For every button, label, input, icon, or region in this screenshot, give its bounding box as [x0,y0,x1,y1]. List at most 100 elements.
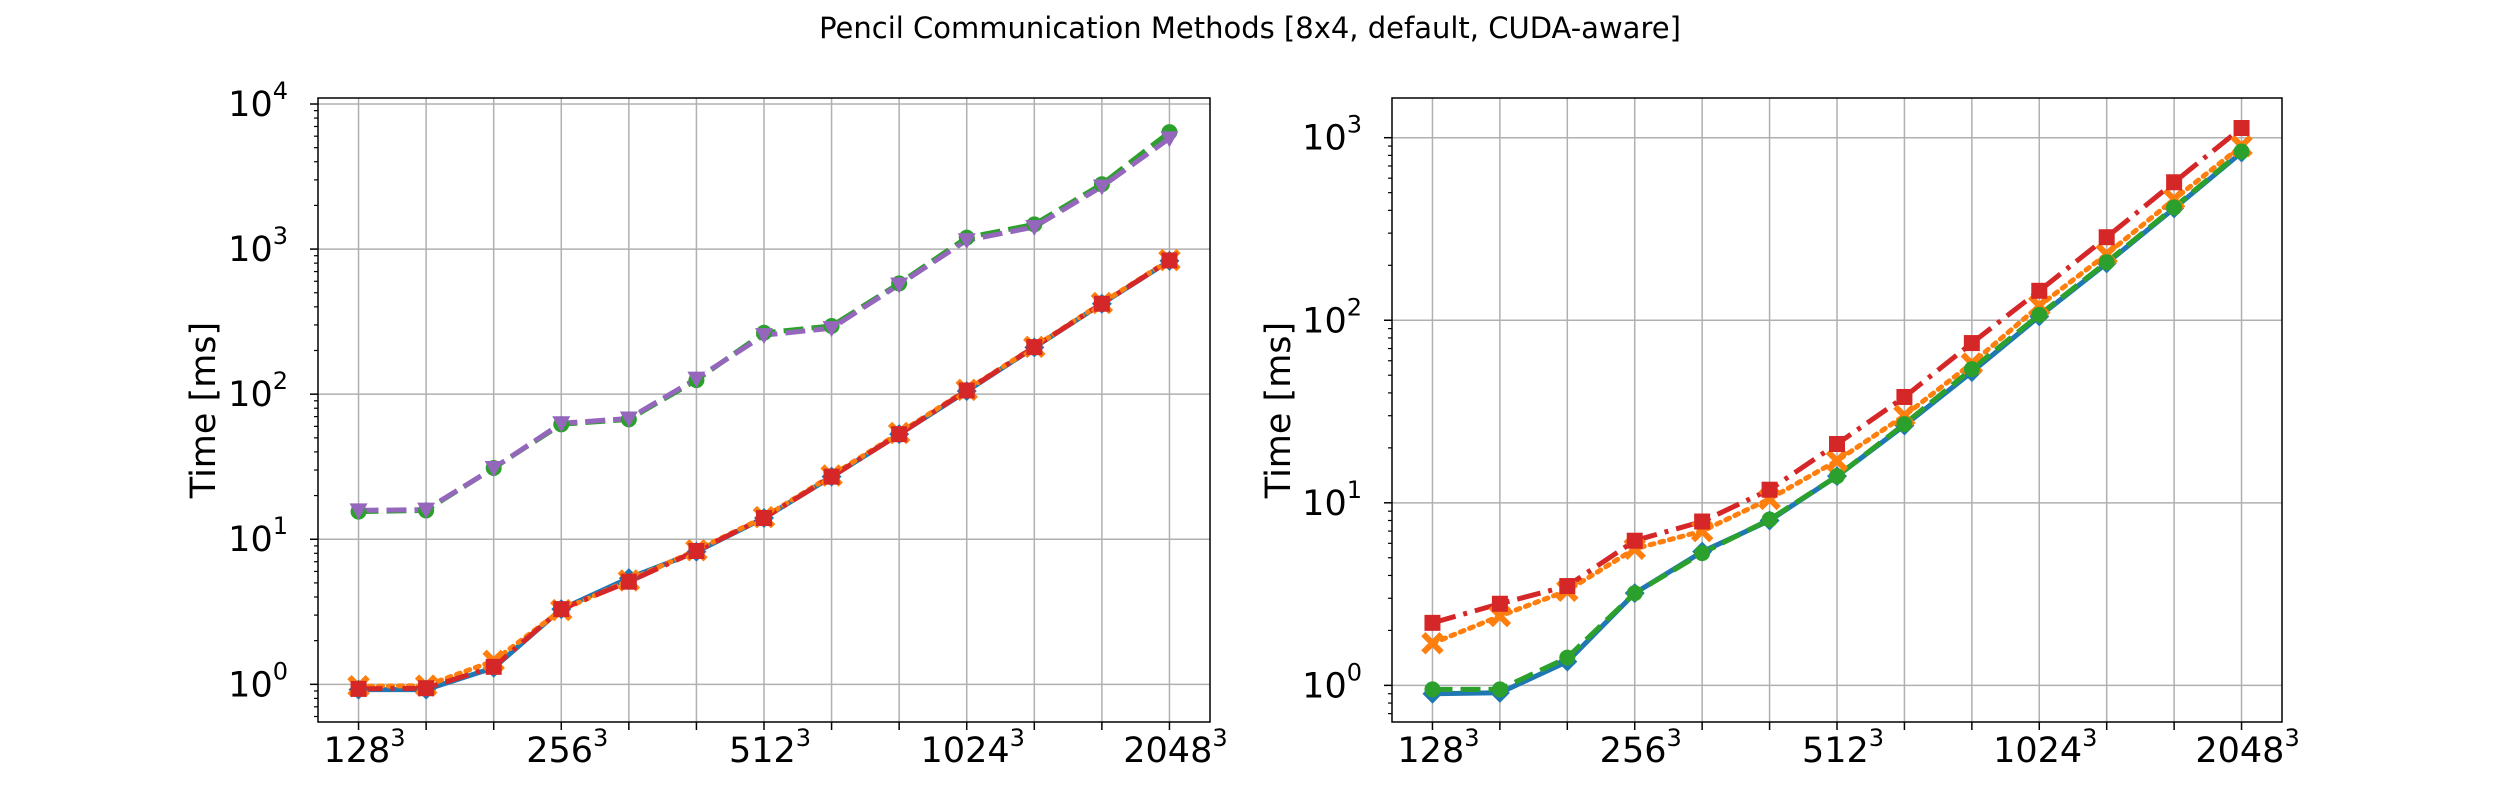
series-4-point [553,601,570,618]
y-tick-label: 103 [1302,111,1362,159]
x-tick-label: 2563 [1600,724,1682,771]
series-4-point [350,680,367,697]
left-chart-y-axis-label: Time [ms] [184,322,224,499]
series-5-point [417,502,436,519]
series-5-point [822,321,841,338]
x-tick-exponent: 3 [2284,724,2299,752]
x-tick-label: 5123 [1802,724,1884,771]
series-4-point [823,468,840,485]
x-tick-label: 5123 [729,724,811,771]
x-tick-label: 1283 [1397,724,1479,771]
series-4-point [2098,229,2115,246]
series-4-point [1161,252,1178,269]
x-tick-label: 1283 [323,724,405,771]
series-3-point [1829,468,1845,485]
series-3-point [1626,585,1643,602]
series-5-point [619,411,638,428]
x-tick-label: 10243 [1993,724,2097,771]
series-4-point [1626,532,1643,549]
y-tick-label: 100 [228,657,288,705]
right-chart-x-ticks: 1283 2563 5123 10243 20483 [1397,722,2300,771]
series-4-point [688,542,705,559]
series-4-point [1093,295,1110,312]
y-tick-label: 100 [1302,658,1362,706]
series-4-point [1559,578,1576,595]
figure-title: Pencil Communication Methods [8x4, defau… [819,11,1681,45]
right-chart-y-axis-label: Time [ms] [1259,322,1299,499]
series-3-point [1896,416,1913,433]
x-tick-label: 20483 [2195,724,2299,771]
y-tick-label: 101 [228,512,288,560]
series-5-point [349,503,368,520]
y-tick-exponent: 2 [273,367,288,395]
y-tick-exponent: 3 [273,222,288,250]
series-4-point [1829,435,1845,452]
y-tick-label: 103 [228,222,288,270]
series-3-point [2031,306,2048,323]
y-tick-exponent: 4 [273,77,288,105]
series-5-point [484,460,503,477]
series-3-point [2098,254,2115,271]
series-4-point [1424,614,1441,631]
series-5-point [1160,131,1179,148]
left-chart-series [347,124,1181,700]
series-4-point [418,680,435,697]
series-4-point [1694,513,1711,530]
series-4-point [2031,282,2048,299]
x-tick-exponent: 3 [1212,724,1227,752]
y-tick-label: 104 [228,77,288,125]
x-tick-label: 10243 [921,724,1025,771]
y-tick-exponent: 2 [1347,293,1362,321]
series-5-point [957,233,976,250]
series-4-point [1026,339,1043,356]
series-3-point [1424,681,1441,698]
series-5-point [1025,219,1044,236]
series-3-point [1559,649,1576,666]
y-tick-exponent: 1 [1347,476,1362,504]
x-tick-exponent: 3 [593,724,608,752]
right-chart-series [1421,120,2253,704]
x-tick-exponent: 3 [796,724,811,752]
x-tick-exponent: 3 [1464,724,1479,752]
x-tick-exponent: 3 [2082,724,2097,752]
right-chart-plot-frame [1391,97,2283,723]
y-tick-exponent: 1 [273,512,288,540]
series-4-point [891,426,908,443]
series-3-point [1694,545,1711,562]
series-3-point [1491,681,1508,698]
x-tick-label: 20483 [1123,724,1227,771]
y-tick-exponent: 3 [1347,111,1362,139]
series-4-point [620,573,637,590]
series-3-point [1963,361,1980,378]
series-2-point [1825,449,1849,472]
y-tick-exponent: 0 [273,657,288,685]
right-chart-gridlines [1392,98,2282,722]
series-5-point [687,371,706,388]
series-4-point [1963,335,1980,352]
x-tick-exponent: 3 [1869,724,1884,752]
series-4-point [1896,388,1913,405]
x-tick-exponent: 3 [1666,724,1681,752]
left-chart-x-ticks: 1283 2563 5123 10243 20483 [323,722,1228,771]
series-4-point [958,382,975,399]
x-tick-label: 2563 [526,724,608,771]
series-5-point [552,416,571,433]
series-4-point [2233,120,2250,137]
y-tick-label: 102 [1302,293,1362,341]
series-4-point [1761,481,1778,498]
series-3-point [2166,199,2183,216]
y-tick-label: 102 [228,367,288,415]
y-tick-exponent: 0 [1347,658,1362,686]
series-4-point [485,658,502,675]
series-5-point [755,328,773,345]
x-tick-exponent: 3 [390,724,405,752]
series-4-point [2166,174,2183,191]
y-tick-label: 101 [1302,476,1362,524]
x-tick-exponent: 3 [1010,724,1025,752]
